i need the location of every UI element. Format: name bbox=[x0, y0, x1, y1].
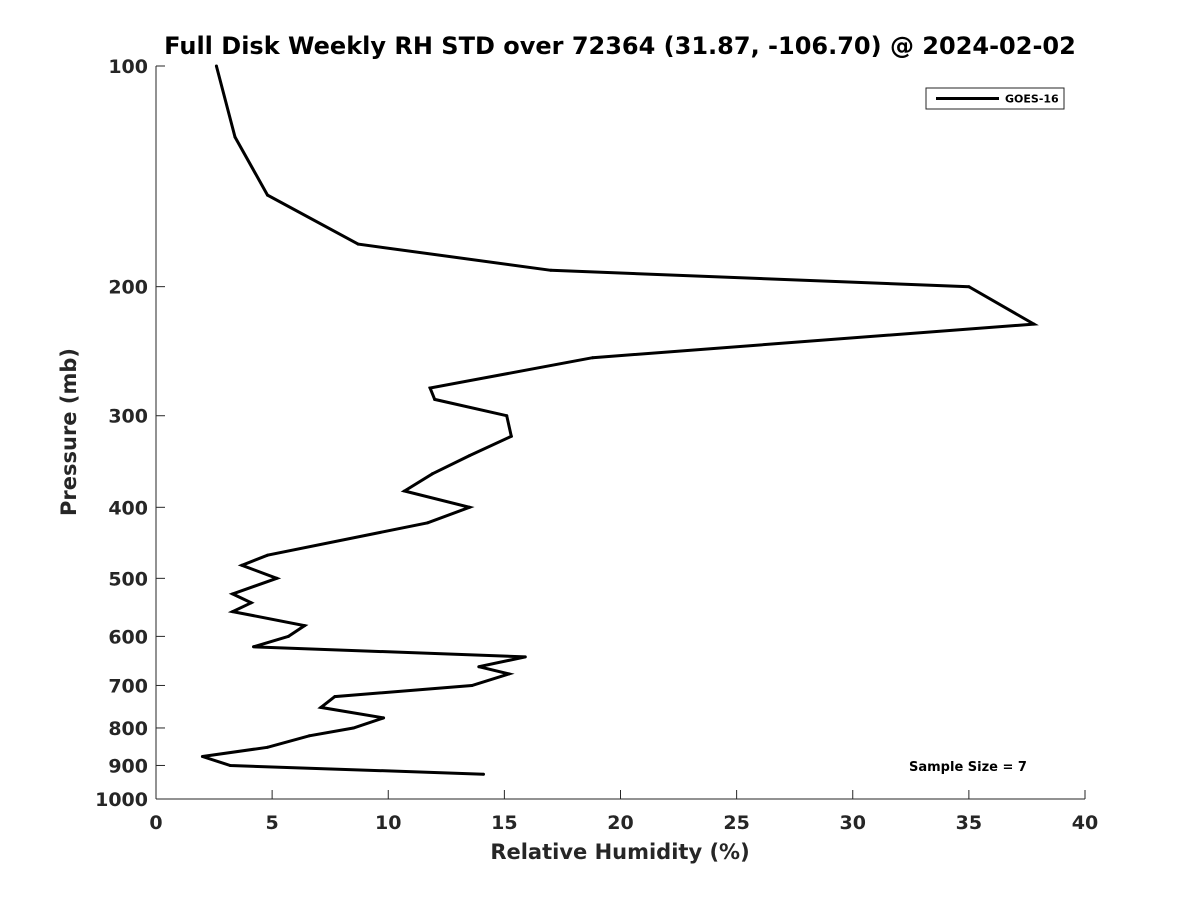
x-tick-label: 15 bbox=[491, 812, 517, 834]
data-point bbox=[403, 489, 406, 493]
data-point bbox=[231, 592, 235, 596]
data-point bbox=[482, 772, 485, 776]
y-tick-label: 900 bbox=[108, 755, 148, 777]
data-point bbox=[286, 634, 290, 638]
y-tick-label: 100 bbox=[108, 56, 148, 78]
data-point bbox=[468, 505, 471, 509]
data-point bbox=[319, 705, 323, 709]
data-point bbox=[382, 716, 386, 720]
data-point bbox=[591, 356, 595, 360]
x-axis-label: Relative Humidity (%) bbox=[490, 840, 749, 864]
y-tick-label: 800 bbox=[108, 718, 148, 740]
plot-area bbox=[156, 66, 1085, 799]
x-tick-label: 5 bbox=[266, 812, 279, 834]
data-point bbox=[275, 576, 279, 580]
y-tick-label: 700 bbox=[108, 675, 148, 697]
x-tick-label: 30 bbox=[840, 812, 866, 834]
y-axis-label: Pressure (mb) bbox=[57, 348, 81, 516]
data-point bbox=[477, 665, 481, 669]
data-point bbox=[507, 672, 511, 676]
data-point bbox=[430, 472, 434, 476]
data-point bbox=[214, 64, 218, 68]
data-point bbox=[505, 414, 509, 418]
data-point bbox=[468, 454, 471, 458]
data-point bbox=[200, 755, 204, 758]
data-point bbox=[333, 695, 337, 699]
data-point bbox=[967, 285, 971, 289]
data-point bbox=[509, 434, 513, 438]
data-point bbox=[266, 553, 269, 557]
data-point bbox=[549, 268, 553, 272]
data-point bbox=[252, 645, 255, 649]
x-tick-label: 0 bbox=[149, 812, 162, 834]
y-tick-label: 1000 bbox=[95, 789, 148, 811]
chart-title: Full Disk Weekly RH STD over 72364 (31.8… bbox=[164, 32, 1076, 60]
x-tick-label: 25 bbox=[723, 812, 749, 834]
series-points bbox=[200, 64, 1036, 776]
data-point bbox=[228, 764, 232, 767]
data-point bbox=[307, 734, 311, 738]
data-point bbox=[351, 726, 355, 730]
y-tick-label: 300 bbox=[108, 406, 148, 428]
data-point bbox=[231, 610, 235, 614]
data-point bbox=[240, 563, 244, 567]
legend-label-goes-16: GOES-16 bbox=[1005, 93, 1059, 106]
y-ticks: 100 200 300 400 500 600 700 800 900 1000 bbox=[95, 56, 165, 811]
data-point bbox=[428, 386, 432, 390]
data-point bbox=[433, 397, 437, 401]
x-tick-label: 40 bbox=[1072, 812, 1098, 834]
y-tick-label: 500 bbox=[108, 568, 148, 590]
data-point bbox=[249, 601, 253, 605]
y-tick-label: 200 bbox=[108, 277, 148, 299]
legend: GOES-16 bbox=[925, 87, 1065, 110]
x-tick-label: 20 bbox=[607, 812, 633, 834]
data-point bbox=[266, 745, 269, 749]
data-point bbox=[356, 242, 360, 246]
y-tick-label: 400 bbox=[108, 497, 148, 519]
x-tick-label: 10 bbox=[375, 812, 401, 834]
sample-size-annotation: Sample Size = 7 bbox=[909, 760, 1027, 775]
data-point bbox=[233, 135, 237, 139]
data-point bbox=[303, 624, 307, 628]
y-tick-label: 600 bbox=[108, 626, 148, 648]
data-point bbox=[266, 193, 269, 197]
data-point bbox=[426, 521, 430, 525]
x-ticks: 0 5 10 15 20 25 30 35 40 bbox=[149, 790, 1098, 834]
data-point bbox=[523, 655, 527, 659]
x-tick-label: 35 bbox=[956, 812, 982, 834]
data-point bbox=[470, 684, 474, 687]
data-point bbox=[1032, 322, 1036, 326]
